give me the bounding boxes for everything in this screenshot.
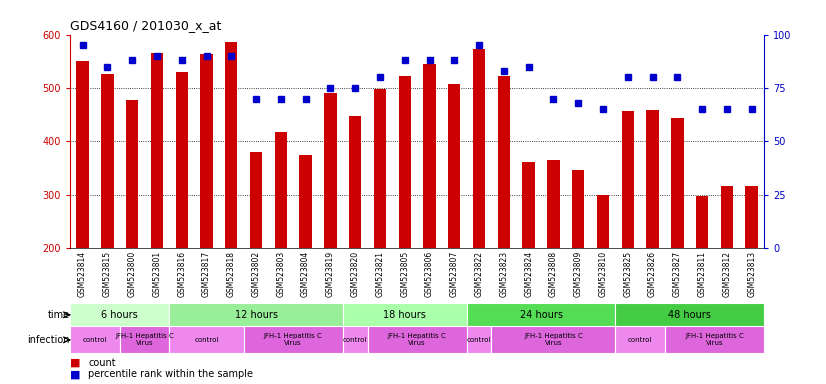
Bar xyxy=(201,54,213,248)
Text: GSM523809: GSM523809 xyxy=(574,251,582,297)
Bar xyxy=(548,160,560,248)
Text: GSM523817: GSM523817 xyxy=(202,251,211,297)
Bar xyxy=(622,111,634,248)
Text: percentile rank within the sample: percentile rank within the sample xyxy=(88,369,254,379)
Text: GSM523820: GSM523820 xyxy=(351,251,359,297)
Text: GSM523810: GSM523810 xyxy=(599,251,607,297)
Text: 12 hours: 12 hours xyxy=(235,310,278,320)
Text: JFH-1 Hepatitis C
Virus: JFH-1 Hepatitis C Virus xyxy=(115,333,174,346)
Text: GSM523806: GSM523806 xyxy=(425,251,434,297)
Text: JFH-1 Hepatitis C
Virus: JFH-1 Hepatitis C Virus xyxy=(685,333,744,346)
Bar xyxy=(368,326,467,353)
Bar xyxy=(473,49,486,248)
Bar xyxy=(76,61,89,248)
Bar xyxy=(665,326,764,353)
Text: GSM523816: GSM523816 xyxy=(178,251,186,297)
Bar xyxy=(449,84,461,248)
Bar xyxy=(467,326,491,353)
Bar xyxy=(169,303,343,326)
Text: control: control xyxy=(467,337,491,343)
Bar xyxy=(126,100,139,248)
Text: control: control xyxy=(343,337,368,343)
Text: infection: infection xyxy=(27,335,69,345)
Text: GSM523811: GSM523811 xyxy=(698,251,706,297)
Text: ■: ■ xyxy=(70,358,81,368)
Bar xyxy=(300,155,312,248)
Bar xyxy=(343,326,368,353)
Bar xyxy=(325,93,337,248)
Text: GSM523818: GSM523818 xyxy=(227,251,235,297)
Text: GSM523813: GSM523813 xyxy=(748,251,756,297)
Bar xyxy=(151,53,164,248)
Text: GSM523825: GSM523825 xyxy=(624,251,632,297)
Bar xyxy=(491,326,615,353)
Bar xyxy=(746,186,758,248)
Bar xyxy=(120,326,169,353)
Bar xyxy=(523,162,535,248)
Text: GSM523819: GSM523819 xyxy=(326,251,335,297)
Text: JFH-1 Hepatitis C
Virus: JFH-1 Hepatitis C Virus xyxy=(524,333,583,346)
Bar xyxy=(721,186,733,248)
Text: time: time xyxy=(47,310,69,320)
Text: JFH-1 Hepatitis C
Virus: JFH-1 Hepatitis C Virus xyxy=(263,333,323,346)
Bar xyxy=(70,326,120,353)
Bar xyxy=(250,152,263,248)
Bar xyxy=(169,326,244,353)
Text: GSM523812: GSM523812 xyxy=(723,251,731,297)
Text: GSM523815: GSM523815 xyxy=(103,251,112,297)
Bar xyxy=(497,76,510,248)
Text: GSM523827: GSM523827 xyxy=(673,251,681,297)
Text: 18 hours: 18 hours xyxy=(383,310,426,320)
Text: 24 hours: 24 hours xyxy=(520,310,563,320)
Text: GSM523800: GSM523800 xyxy=(128,251,136,297)
Text: GSM523823: GSM523823 xyxy=(500,251,508,297)
Text: JFH-1 Hepatitis C
Virus: JFH-1 Hepatitis C Virus xyxy=(387,333,447,346)
Text: GSM523824: GSM523824 xyxy=(525,251,533,297)
Text: ■: ■ xyxy=(70,369,81,379)
Text: count: count xyxy=(88,358,116,368)
Bar xyxy=(597,195,610,248)
Bar xyxy=(572,170,585,248)
Bar xyxy=(349,116,362,248)
Text: GSM523807: GSM523807 xyxy=(450,251,458,297)
Text: GSM523808: GSM523808 xyxy=(549,251,558,297)
Text: control: control xyxy=(628,337,653,343)
Text: control: control xyxy=(83,337,107,343)
Bar xyxy=(399,76,411,248)
Text: GSM523802: GSM523802 xyxy=(252,251,260,297)
Text: GSM523814: GSM523814 xyxy=(78,251,87,297)
Text: GDS4160 / 201030_x_at: GDS4160 / 201030_x_at xyxy=(70,19,221,32)
Text: GSM523822: GSM523822 xyxy=(475,251,483,297)
Bar xyxy=(615,326,665,353)
Bar xyxy=(343,303,467,326)
Text: GSM523804: GSM523804 xyxy=(301,251,310,297)
Bar xyxy=(467,303,615,326)
Bar xyxy=(102,74,114,248)
Bar xyxy=(615,303,764,326)
Bar xyxy=(424,64,436,248)
Bar xyxy=(374,89,387,248)
Bar xyxy=(696,197,709,248)
Text: GSM523805: GSM523805 xyxy=(401,251,409,297)
Bar xyxy=(244,326,343,353)
Text: control: control xyxy=(194,337,219,343)
Text: 48 hours: 48 hours xyxy=(668,310,711,320)
Bar xyxy=(70,303,169,326)
Bar xyxy=(671,118,684,248)
Text: GSM523826: GSM523826 xyxy=(648,251,657,297)
Text: GSM523821: GSM523821 xyxy=(376,251,384,297)
Bar xyxy=(176,72,188,248)
Text: 6 hours: 6 hours xyxy=(102,310,138,320)
Text: GSM523801: GSM523801 xyxy=(153,251,161,297)
Bar xyxy=(275,132,287,248)
Bar xyxy=(225,42,238,248)
Bar xyxy=(647,111,659,248)
Text: GSM523803: GSM523803 xyxy=(277,251,285,297)
